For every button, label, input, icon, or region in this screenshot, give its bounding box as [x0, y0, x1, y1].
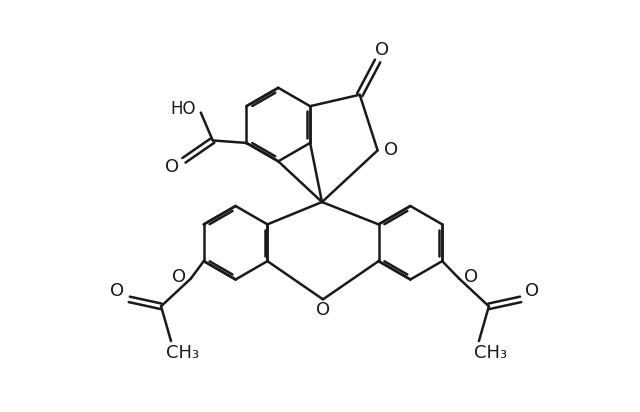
- Text: CH₃: CH₃: [474, 344, 508, 362]
- Text: O: O: [172, 267, 186, 286]
- Text: HO: HO: [170, 100, 196, 118]
- Text: O: O: [464, 267, 478, 286]
- Text: O: O: [374, 41, 388, 59]
- Text: O: O: [316, 301, 330, 319]
- Text: CH₃: CH₃: [166, 344, 200, 362]
- Text: O: O: [165, 158, 179, 176]
- Text: O: O: [385, 141, 399, 159]
- Text: O: O: [110, 282, 124, 300]
- Text: O: O: [525, 282, 540, 300]
